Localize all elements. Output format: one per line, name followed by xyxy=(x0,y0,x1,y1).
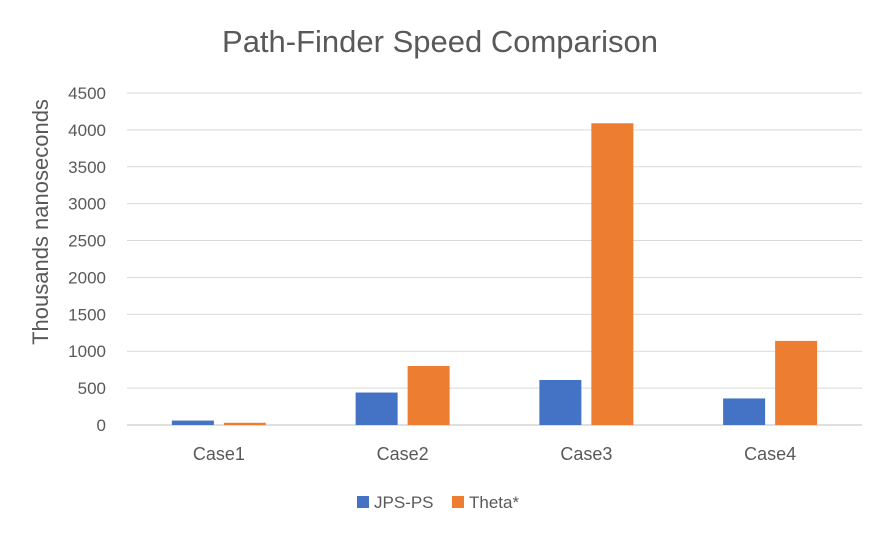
legend-swatch xyxy=(357,496,369,508)
bar-theta-case1 xyxy=(223,422,266,425)
y-tick-label: 500 xyxy=(78,379,106,398)
y-tick-label: 4000 xyxy=(68,121,106,140)
bar-jps-ps-case1 xyxy=(171,420,214,425)
bar-theta-case2 xyxy=(407,365,450,425)
legend-label: Theta* xyxy=(469,493,519,512)
bar-jps-ps-case4 xyxy=(723,398,766,425)
bar-theta-case4 xyxy=(775,340,818,425)
legend-swatch xyxy=(452,496,464,508)
x-tick-label: Case2 xyxy=(377,444,429,464)
y-tick-label: 3500 xyxy=(68,158,106,177)
bars xyxy=(171,123,818,425)
y-tick-label: 1500 xyxy=(68,305,106,324)
y-axis-tick-labels: 0 500 1000 1500 2000 2500 3000 3500 4000 4500 xyxy=(68,84,106,435)
bar-theta-case3 xyxy=(591,123,634,425)
y-tick-label: 2500 xyxy=(68,232,106,251)
legend: JPS-PS Theta* xyxy=(357,493,519,512)
gridlines xyxy=(127,92,862,426)
x-tick-label: Case3 xyxy=(560,444,612,464)
chart-title: Path-Finder Speed Comparison xyxy=(222,24,658,59)
y-tick-label: 3000 xyxy=(68,195,106,214)
bar-jps-ps-case2 xyxy=(355,392,398,425)
y-tick-label: 4500 xyxy=(68,84,106,103)
y-tick-label: 2000 xyxy=(68,268,106,287)
x-axis-tick-labels: Case1 Case2 Case3 Case4 xyxy=(193,444,796,464)
legend-label: JPS-PS xyxy=(374,493,434,512)
x-tick-label: Case1 xyxy=(193,444,245,464)
y-tick-label: 1000 xyxy=(68,342,106,361)
x-tick-label: Case4 xyxy=(744,444,796,464)
y-tick-label: 0 xyxy=(97,416,106,435)
y-axis-title: Thousands nanoseconds xyxy=(28,99,53,345)
bar-jps-ps-case3 xyxy=(539,379,582,425)
